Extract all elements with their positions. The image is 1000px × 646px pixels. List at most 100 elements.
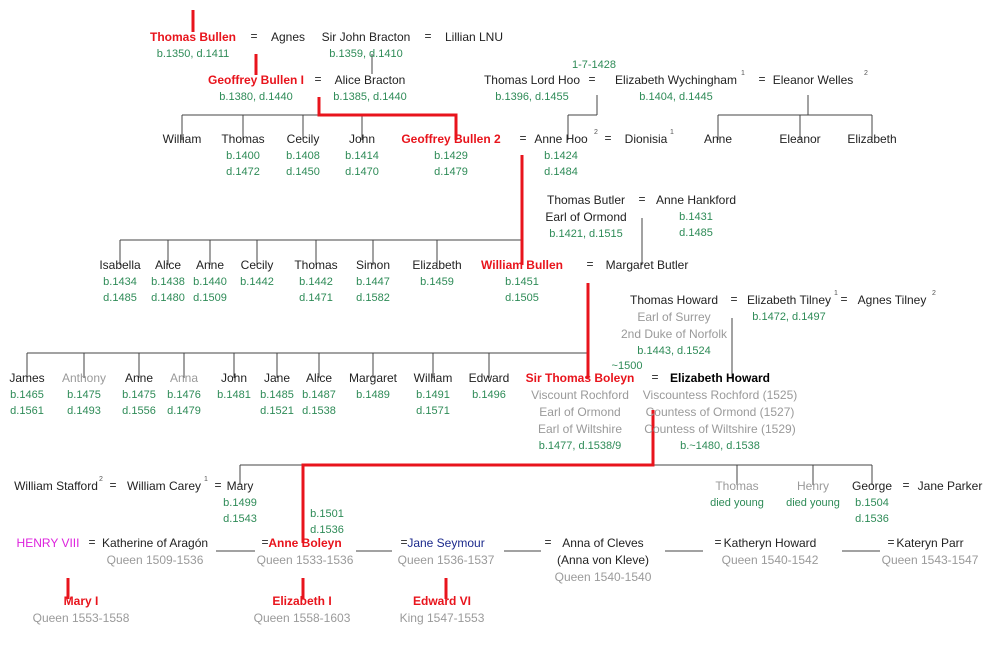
marriage-sign: = [758,72,766,86]
person-mary-boleyn: Mary b.1499 d.1543 [223,478,257,527]
person-william1: William [163,131,202,148]
person-name: John [348,132,376,146]
person-detail: d.1561 [10,405,44,417]
person-name: Geoffrey Bullen I [207,73,305,87]
person-marriage-date: ~1500 [612,358,643,374]
person-cecily2: Cecily b.1442 [240,257,274,290]
person-name: Thomas Butler [546,193,626,207]
person-jane3: Jane b.1485 d.1521 [260,370,294,419]
person-name: b.1501 [310,508,344,520]
person-name: Elizabeth Tilney [746,293,832,307]
person-name: Thomas Bullen [149,30,237,44]
person-name: Geoffrey Bullen 2 [401,132,501,146]
marriage-sign: = [604,131,612,145]
person-name: Mary I [63,594,99,608]
person-elizabeth-i: Elizabeth I Queen 1558-1603 [254,593,351,627]
marriage-order-marker: 2 [864,70,868,77]
marriage-sign: = [887,535,895,549]
person-detail: d.1571 [416,405,450,417]
person-anne-hankford: Anne Hankford b.1431 d.1485 [656,192,736,241]
person-john1: John b.1414 d.1470 [345,131,379,180]
person-lillian: Lillian LNU [445,29,503,46]
person-name: ~1500 [611,360,643,372]
person-detail: Viscountess Rochford (1525) [642,388,798,402]
person-detail: b.1385, d.1440 [333,91,407,103]
person-name: Sir John Bracton [321,30,411,44]
person-name: Anthony [61,371,107,385]
person-detail: d.1509 [193,292,227,304]
person-detail: d.1543 [223,513,257,525]
person-detail: b.1440 [193,276,227,288]
person-detail: b.1459 [420,276,454,288]
person-name: Anna of Cleves [562,536,644,550]
person-thomas-howard: Thomas Howard Earl of Surrey 2nd Duke of N… [621,292,727,359]
person-jane-parker: Jane Parker [918,478,983,495]
person-name: Thomas Howard [629,293,719,307]
person-detail: d.1450 [286,166,320,178]
person-detail: b.1451 [505,276,539,288]
person-detail: b.1414 [345,150,379,162]
marriage-order-marker: 1 [834,290,838,297]
person-detail: (Anna von Kleve) [556,553,650,567]
person-james: James b.1465 d.1561 [9,370,44,419]
person-anne-boleyn: Anne Boleyn Queen 1533-1536 [257,535,354,569]
person-detail: d.1536 [310,524,344,536]
person-name: Katherine of Aragón [101,536,209,550]
person-geoffrey1: Geoffrey Bullen I b.1380, d.1440 [208,72,304,105]
person-detail: b.1396, d.1455 [495,91,569,103]
person-john-bracton: Sir John Bracton b.1359, d.1410 [322,29,411,62]
person-detail: Earl of Ormond [545,210,627,224]
person-detail: b.1438 [151,276,185,288]
person-name: William [413,371,453,385]
person-detail: b.1424 [544,150,578,162]
person-name: Anne [124,371,154,385]
person-name: John [220,371,248,385]
person-thomas-bullen: Thomas Bullen b.1350, d.1411 [150,29,236,62]
person-detail: b.1499 [223,497,257,509]
person-alice-bracton: Alice Bracton b.1385, d.1440 [333,72,406,105]
person-detail: King 1547-1553 [399,611,485,625]
marriage-sign: = [730,292,738,306]
person-alice2: Alice b.1438 d.1480 [151,257,185,306]
person-detail: b.1350, d.1411 [156,48,230,60]
marriage-sign: = [651,370,659,384]
person-name: Katheryn Howard [723,536,817,550]
person-elizabeth2: Elizabeth b.1459 [412,257,461,290]
person-detail: d.1521 [260,405,294,417]
person-detail: Queen 1558-1603 [253,611,351,625]
person-detail: b.1491 [416,389,450,401]
person-margaret-butler: Margaret Butler [606,257,689,274]
marriage-order-marker: 1 [670,129,674,136]
person-detail: b.1431 [679,211,713,223]
person-detail: b.1447 [356,276,390,288]
person-anne-hoo: Anne Hoo b.1424 d.1484 [534,131,587,180]
person-katheryn-parr: Kateryn Parr Queen 1543-1547 [882,535,979,569]
person-thomas1: Thomas b.1400 d.1472 [221,131,264,180]
person-detail: Earl of Ormond [539,405,621,419]
person-name: William Carey [126,479,202,493]
person-eliz-wychingham: Elizabeth Wychingham b.1404, d.1445 [615,72,737,105]
person-detail: d.1485 [679,227,713,239]
person-thomas-boleyn: Sir Thomas Boleyn Viscount Rochford Earl o… [526,370,635,454]
person-detail: b.1477, d.1538/9 [538,440,622,452]
person-detail: b.1485 [260,389,294,401]
person-name: Sir Thomas Boleyn [525,371,635,385]
person-name: Eleanor Welles [772,73,854,87]
person-name: Anne Hoo [534,132,588,146]
person-simon2: Simon b.1447 d.1582 [356,257,390,306]
person-george-b: George b.1504 d.1536 [852,478,892,527]
person-detail: Queen 1533-1536 [256,553,354,567]
person-name: Cecily [240,258,274,272]
person-detail: Queen 1540-1540 [554,570,652,584]
person-name: Alice [305,371,332,385]
marriage-sign: = [588,72,596,86]
person-thomas2: Thomas b.1442 d.1471 [294,257,337,306]
person-william-carey: William Carey [127,478,201,495]
person-name: Elizabeth [847,132,897,146]
person-name: William [162,132,202,146]
person-detail: b.1481 [217,389,251,401]
person-detail: Countess of Ormond (1527) [645,405,795,419]
person-name: Alice [154,258,181,272]
marriage-sign: = [88,535,96,549]
